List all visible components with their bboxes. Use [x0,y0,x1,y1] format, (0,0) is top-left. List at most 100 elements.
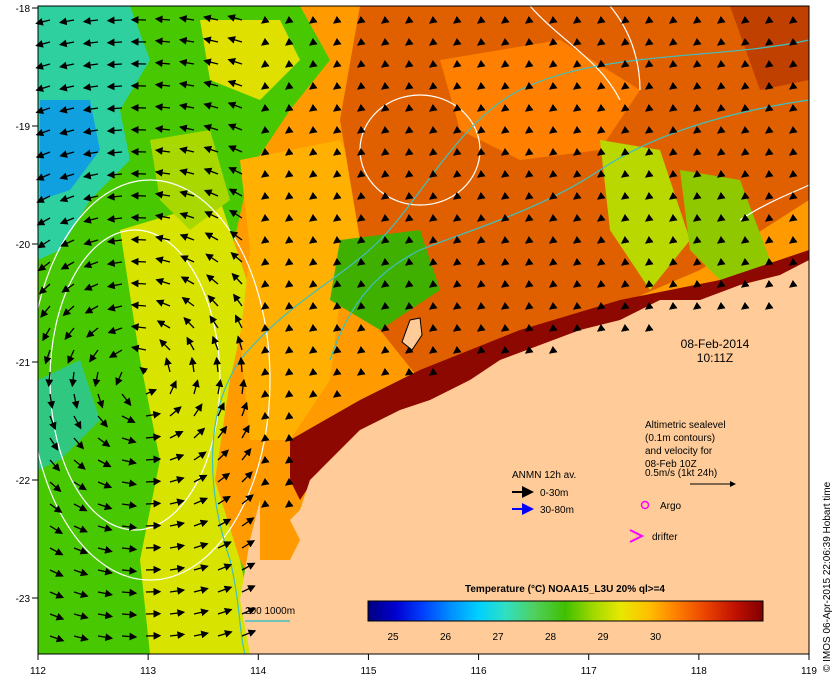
velocity-arrow [428,367,438,376]
velocity-arrow [169,631,186,640]
velocity-arrow [121,415,136,423]
velocity-arrow [308,257,318,266]
velocity-arrow [692,125,702,134]
velocity-arrow [380,15,390,24]
velocity-arrow [179,168,195,176]
velocity-arrow [716,213,726,222]
velocity-arrow [97,459,112,468]
velocity-arrow [500,81,510,90]
velocity-arrow [332,125,342,134]
velocity-arrow [404,213,414,222]
velocity-arrow [692,169,702,178]
velocity-arrow [332,345,342,354]
velocity-arrow [115,371,123,386]
velocity-arrow [596,15,606,24]
velocity-arrow [84,305,99,314]
lon-tick-label: 118 [691,666,707,677]
velocity-arrow [452,301,462,310]
velocity-arrow [179,190,195,198]
velocity-arrow [193,630,209,639]
lat-tick-label: -20 [16,240,31,251]
velocity-arrow [227,14,243,22]
velocity-arrow [284,15,294,24]
velocity-arrow [524,169,534,178]
velocity-arrow [130,344,147,353]
velocity-arrow [217,425,228,439]
velocity-arrow [332,257,342,266]
velocity-arrow [260,345,270,354]
velocity-arrow [500,103,510,112]
velocity-arrow [428,323,438,332]
velocity-arrow [692,301,702,310]
velocity-arrow [452,323,462,332]
velocity-arrow [740,147,750,156]
velocity-arrow [284,257,294,266]
velocity-arrow [764,37,774,46]
velocity-arrow [169,430,184,439]
velocity-arrow [620,279,630,288]
velocity-arrow [260,235,270,244]
velocity-arrow [716,81,726,90]
velocity-arrow [548,213,558,222]
velocity-arrow [308,323,318,332]
velocity-arrow [476,15,486,24]
velocity-arrow [500,15,510,24]
velocity-arrow [49,415,57,431]
velocity-arrow [35,173,51,181]
velocity-arrow [644,37,654,46]
velocity-arrow [740,169,750,178]
velocity-arrow [596,147,606,156]
velocity-arrow [284,345,294,354]
velocity-arrow [215,378,224,395]
velocity-arrow [106,281,123,290]
velocity-arrow [452,235,462,244]
velocity-arrow [308,81,318,90]
velocity-arrow [106,60,123,69]
velocity-arrow [241,424,250,439]
velocity-arrow [476,103,486,112]
velocity-arrow [178,80,195,89]
velocity-arrow [572,279,582,288]
velocity-arrow [380,279,390,288]
velocity-arrow [260,81,270,90]
argo-icon [640,500,650,510]
velocity-arrow [145,433,162,442]
velocity-arrow [284,81,294,90]
velocity-arrow [332,367,342,376]
velocity-arrow [404,367,414,376]
velocity-arrow [239,378,247,395]
velocity-arrow [572,213,582,222]
velocity-arrow [236,335,244,351]
velocity-arrow [284,235,294,244]
velocity-arrow [169,406,182,417]
velocity-arrow [764,147,774,156]
velocity-arrow [524,15,534,24]
velocity-arrow [260,301,270,310]
velocity-arrow [572,147,582,156]
velocity-arrow [380,345,390,354]
plot-frame [37,5,810,655]
velocity-arrow [548,257,558,266]
velocity-arrow [179,124,195,133]
velocity-arrow [380,125,390,134]
velocity-arrow [500,257,510,266]
velocity-arrow [332,37,342,46]
velocity-arrow [260,103,270,112]
velocity-arrow [380,169,390,178]
velocity-arrow [169,564,186,573]
velocity-arrow [121,566,138,575]
velocity-arrow [217,472,231,483]
velocity-arrow [668,103,678,112]
velocity-arrow [716,147,726,156]
velocity-arrow [596,323,606,332]
velocity-arrow [181,296,195,307]
velocity-arrow [121,610,138,619]
velocity-arrow [524,103,534,112]
velocity-arrow [404,103,414,112]
velocity-arrow [404,279,414,288]
velocity-arrow [404,15,414,24]
velocity-arrow [82,61,99,69]
velocity-arrow [241,562,256,571]
velocity-arrow [241,517,255,527]
velocity-arrow [107,303,123,312]
